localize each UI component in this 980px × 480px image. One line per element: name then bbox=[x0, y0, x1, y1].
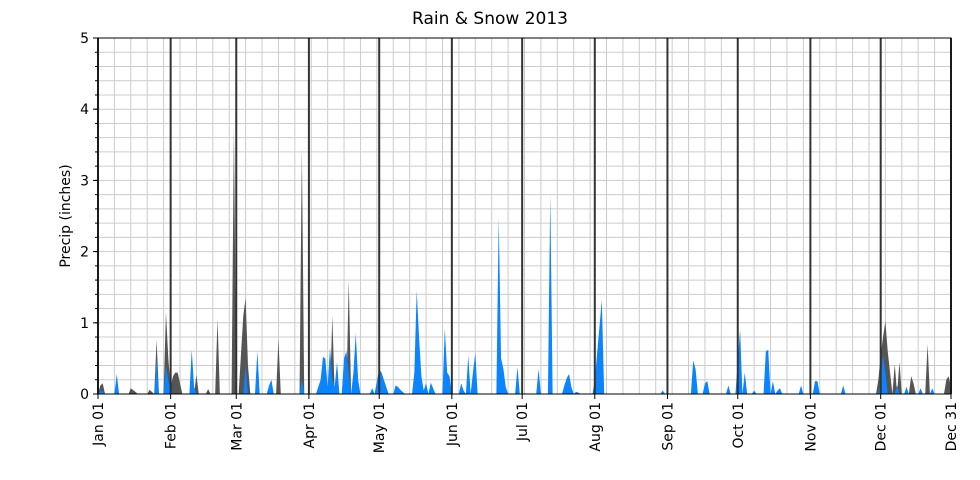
y-axis-label: Precip (inches) bbox=[58, 164, 74, 267]
x-tick-label: Jan 01 bbox=[91, 402, 107, 447]
y-tick-label: 2 bbox=[80, 245, 89, 261]
y-tick-label: 5 bbox=[80, 31, 89, 47]
x-tick-label: Apr 01 bbox=[302, 402, 318, 448]
y-tick-label: 1 bbox=[80, 316, 89, 332]
plot-frame bbox=[97, 37, 952, 395]
x-tick-label: Oct 01 bbox=[731, 402, 747, 448]
x-tick-label: Dec 01 bbox=[874, 402, 890, 451]
x-tick-label: Jul 01 bbox=[515, 402, 531, 442]
plot-area: 0 1 2 3 4 5 Jan 01 Feb 01 Mar 01 Apr 01 May 01 Jun … bbox=[80, 31, 960, 453]
x-tick-label: Aug 01 bbox=[588, 402, 604, 452]
x-tick-label: May 01 bbox=[372, 402, 388, 453]
chart-title: Rain & Snow 2013 bbox=[412, 9, 568, 29]
x-tick-label: Feb 01 bbox=[164, 402, 180, 449]
x-tick-label: Nov 01 bbox=[803, 402, 819, 452]
y-tick-label: 4 bbox=[80, 102, 89, 118]
y-tick-label: 3 bbox=[80, 173, 89, 189]
x-tick-label: Sep 01 bbox=[660, 402, 676, 451]
x-tick-label: Dec 31 bbox=[944, 402, 960, 451]
x-tick-label: Jun 01 bbox=[445, 402, 461, 447]
y-tick-label: 0 bbox=[80, 387, 89, 403]
x-tick-label: Mar 01 bbox=[229, 402, 245, 451]
